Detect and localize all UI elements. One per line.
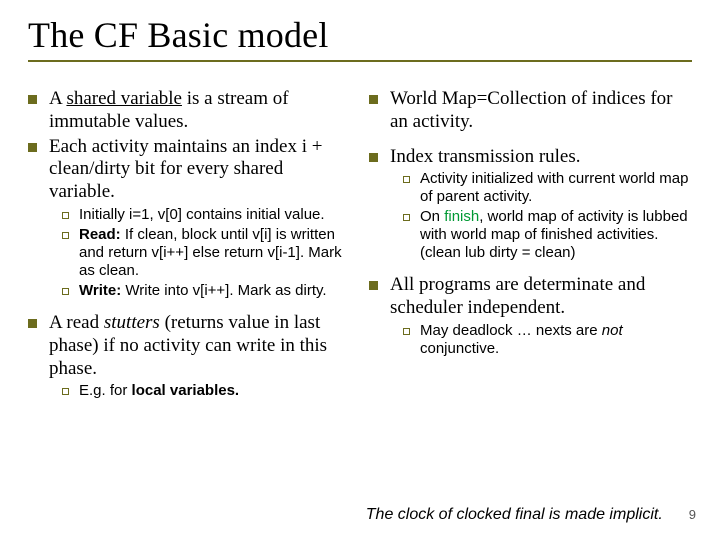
bullet-l1: Each activity maintains an index i + cle… <box>28 136 351 204</box>
hollow-square-bullet-icon <box>62 288 69 295</box>
bullet-l1: All programs are determinate and schedul… <box>369 274 692 320</box>
bullet-l2: E.g. for local variables. <box>62 382 351 400</box>
footer: The clock of clocked final is made impli… <box>0 506 720 524</box>
bullet-text: Index transmission rules. <box>390 146 581 169</box>
bullet-l1: A read stutters (returns value in last p… <box>28 312 351 380</box>
bullet-text: All programs are determinate and schedul… <box>390 274 692 320</box>
square-bullet-icon <box>28 143 37 152</box>
bullet-text: Each activity maintains an index i + cle… <box>49 136 351 204</box>
bullet-text: Activity initialized with current world … <box>420 170 692 206</box>
left-column: A shared variable is a stream of immutab… <box>28 88 351 402</box>
bullet-l2: On finish, world map of activity is lubb… <box>403 208 692 262</box>
page-number: 9 <box>689 507 696 522</box>
content-columns: A shared variable is a stream of immutab… <box>28 88 692 402</box>
bullet-l2: Read: If clean, block until v[i] is writ… <box>62 226 351 280</box>
hollow-square-bullet-icon <box>403 214 410 221</box>
square-bullet-icon <box>369 153 378 162</box>
bullet-text: Read: If clean, block until v[i] is writ… <box>79 226 351 280</box>
bullet-l1: Index transmission rules. <box>369 146 692 169</box>
hollow-square-bullet-icon <box>403 328 410 335</box>
bullet-text: May deadlock … nexts are not conjunctive… <box>420 322 692 358</box>
bullet-text: Write: Write into v[i++]. Mark as dirty. <box>79 282 327 300</box>
bullet-l2: Write: Write into v[i++]. Mark as dirty. <box>62 282 351 300</box>
bullet-text: World Map=Collection of indices for an a… <box>390 88 692 134</box>
bullet-l1: World Map=Collection of indices for an a… <box>369 88 692 134</box>
square-bullet-icon <box>369 95 378 104</box>
hollow-square-bullet-icon <box>403 176 410 183</box>
bullet-l2: Activity initialized with current world … <box>403 170 692 206</box>
right-column: World Map=Collection of indices for an a… <box>369 88 692 402</box>
hollow-square-bullet-icon <box>62 232 69 239</box>
bullet-text: A shared variable is a stream of immutab… <box>49 88 351 134</box>
slide: The CF Basic model A shared variable is … <box>0 0 720 540</box>
bullet-text: Initially i=1, v[0] contains initial val… <box>79 206 325 224</box>
square-bullet-icon <box>28 319 37 328</box>
title-rule <box>28 60 692 62</box>
hollow-square-bullet-icon <box>62 388 69 395</box>
bullet-text: E.g. for local variables. <box>79 382 239 400</box>
slide-title: The CF Basic model <box>28 14 692 56</box>
bullet-l2: Initially i=1, v[0] contains initial val… <box>62 206 351 224</box>
bullet-l1: A shared variable is a stream of immutab… <box>28 88 351 134</box>
square-bullet-icon <box>369 281 378 290</box>
bullet-l2: May deadlock … nexts are not conjunctive… <box>403 322 692 358</box>
footer-text: The clock of clocked final is made impli… <box>366 506 663 524</box>
bullet-text: On finish, world map of activity is lubb… <box>420 208 692 262</box>
square-bullet-icon <box>28 95 37 104</box>
bullet-text: A read stutters (returns value in last p… <box>49 312 351 380</box>
hollow-square-bullet-icon <box>62 212 69 219</box>
